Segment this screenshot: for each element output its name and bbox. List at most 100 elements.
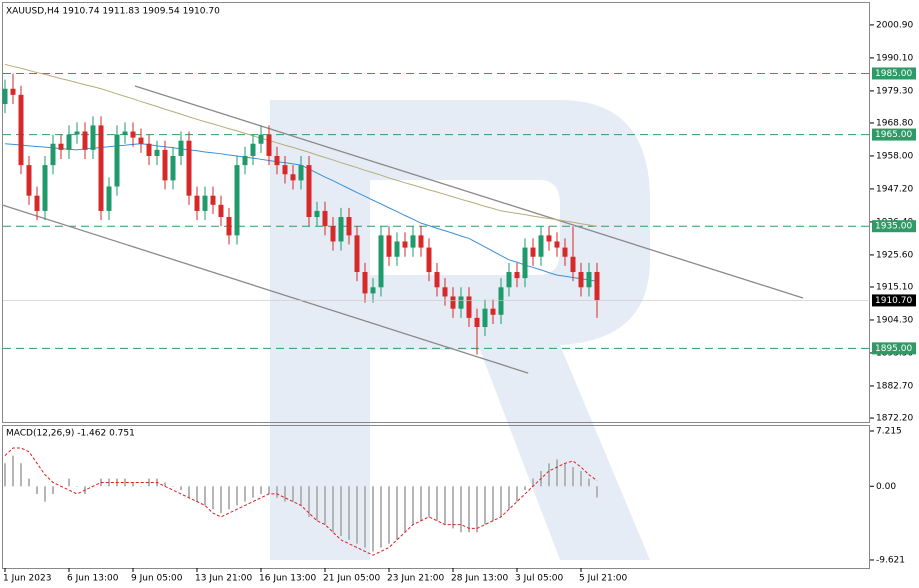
macd-bar — [196, 486, 198, 502]
candle-body — [26, 165, 32, 196]
y-tick-label: 1882.70 — [876, 381, 913, 391]
macd-bar — [500, 486, 502, 517]
macd-bar — [588, 478, 590, 487]
y-tick-label: 7.215 — [876, 427, 902, 437]
macd-bar — [492, 486, 494, 521]
candle-body — [426, 247, 432, 273]
macd-bar — [28, 478, 30, 487]
candle-body — [482, 308, 488, 328]
candle-body — [106, 186, 112, 211]
macd-bar — [396, 486, 398, 540]
x-tick-label: 16 Jun 13:00 — [259, 574, 316, 584]
macd-bar — [420, 486, 422, 521]
candle-body — [18, 94, 24, 166]
macd-bar — [556, 459, 558, 487]
candle-body — [218, 204, 224, 218]
candle-body — [346, 217, 352, 236]
candle-body — [130, 131, 136, 138]
candle-body — [242, 155, 248, 166]
macd-bar — [356, 486, 358, 544]
candle-body — [42, 165, 48, 211]
macd-bar — [340, 486, 342, 537]
macd-bar — [532, 478, 534, 487]
macd-bar — [108, 478, 110, 487]
level-label: 1985.00 — [875, 69, 912, 79]
candle-body — [474, 317, 480, 328]
x-tick-label: 23 Jun 21:00 — [387, 574, 444, 584]
macd-bar — [460, 486, 462, 533]
macd-bar — [388, 486, 390, 544]
x-tick-label: 28 Jun 13:00 — [451, 574, 508, 584]
trend-line — [1, 204, 529, 374]
candle-body — [498, 287, 504, 315]
candle-body — [274, 155, 280, 166]
watermark — [270, 100, 650, 560]
level-label-box — [872, 342, 916, 355]
candle-body — [58, 143, 64, 150]
candle-body — [266, 134, 272, 156]
macd-bar — [284, 486, 286, 502]
price-header: XAUUSD,H4 1910.74 1911.83 1909.54 1910.7… — [6, 7, 220, 17]
macd-bar — [276, 486, 278, 498]
level-label: 1965.00 — [875, 130, 912, 140]
candle-body — [10, 88, 16, 95]
macd-bar — [428, 486, 430, 517]
macd-bar — [180, 486, 182, 491]
macd-bar — [44, 486, 46, 502]
candle-body — [402, 241, 408, 248]
candle-body — [34, 195, 40, 211]
macd-frame — [2, 425, 870, 569]
candle-body — [418, 235, 424, 248]
macd-bar — [308, 486, 310, 517]
candle-body — [98, 125, 104, 211]
macd-bar — [244, 486, 246, 502]
macd-bar — [444, 486, 446, 525]
macd-bar — [140, 486, 142, 487]
level-label-box — [872, 128, 916, 141]
macd-bar — [164, 482, 166, 487]
y-tick-label: 1979.30 — [876, 86, 913, 96]
y-tick-label: 1872.20 — [876, 414, 913, 424]
candle-body — [450, 296, 456, 309]
candle-body — [226, 217, 232, 236]
macd-bar — [20, 463, 22, 487]
macd-bar — [596, 486, 598, 498]
macd-bar — [468, 486, 470, 533]
macd-bar — [132, 482, 134, 487]
candle-body — [354, 235, 360, 273]
candle-body — [386, 235, 392, 257]
macd-bar — [372, 486, 374, 552]
candle-body — [586, 272, 592, 288]
macd-signal — [4, 447, 598, 556]
level-label: 1895.00 — [875, 344, 912, 354]
candle-body — [530, 247, 536, 257]
candle-body — [378, 235, 384, 288]
level-label-box — [872, 67, 916, 80]
x-tick-label: 9 Jun 05:00 — [131, 574, 183, 584]
y-tick-label: 1990.10 — [876, 53, 913, 63]
x-tick-label: 3 Jul 05:00 — [515, 574, 564, 584]
candle-body — [466, 296, 472, 318]
candle-body — [74, 131, 80, 135]
candle-body — [146, 143, 152, 156]
x-tick-label: 6 Jun 13:00 — [67, 574, 119, 584]
macd-bar — [228, 486, 230, 510]
candle-body — [322, 210, 328, 227]
candle-body — [410, 235, 416, 248]
level-label-box — [872, 220, 916, 233]
macd-bar — [148, 478, 150, 487]
macd-bar — [508, 486, 510, 510]
macd-bar — [524, 486, 526, 491]
price-frame — [2, 2, 870, 423]
candle-body — [258, 134, 264, 144]
y-tick-label: 1947.20 — [876, 184, 913, 194]
macd-bar — [404, 486, 406, 533]
candle-body — [234, 165, 240, 236]
candle-body — [154, 149, 160, 156]
macd-header: MACD(12,26,9) -1.462 0.751 — [6, 429, 135, 439]
y-tick-label: 1968.80 — [876, 118, 913, 128]
candle-body — [298, 165, 304, 181]
macd-bar — [572, 467, 574, 487]
macd-bar — [348, 486, 350, 540]
